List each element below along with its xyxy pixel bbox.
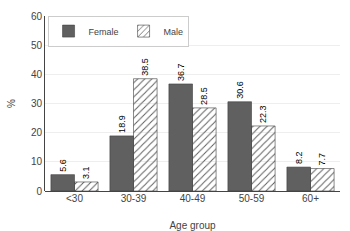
svg-text:30-39: 30-39 (121, 193, 147, 204)
svg-text:40: 40 (31, 69, 43, 80)
svg-text:8.2: 8.2 (294, 152, 304, 165)
svg-text:18.9: 18.9 (117, 115, 127, 133)
svg-text:Age group: Age group (169, 220, 216, 231)
svg-text:Male: Male (164, 27, 184, 37)
svg-text:28.5: 28.5 (199, 87, 209, 105)
svg-text:7.7: 7.7 (317, 153, 327, 166)
svg-text:30: 30 (31, 98, 43, 109)
svg-text:22.3: 22.3 (258, 105, 268, 123)
svg-text:5.6: 5.6 (58, 159, 68, 172)
svg-text:0: 0 (36, 186, 42, 197)
svg-text:3.1: 3.1 (81, 166, 91, 179)
svg-text:Female: Female (89, 27, 119, 37)
svg-text:38.5: 38.5 (140, 58, 150, 76)
svg-text:<30: <30 (66, 193, 83, 204)
svg-text:60+: 60+ (302, 193, 319, 204)
svg-text:30.6: 30.6 (235, 81, 245, 99)
svg-text:40-49: 40-49 (180, 193, 206, 204)
svg-text:36.7: 36.7 (176, 63, 186, 81)
svg-text:50: 50 (31, 40, 43, 51)
svg-text:60: 60 (31, 11, 43, 22)
svg-text:20: 20 (31, 127, 43, 138)
svg-text:10: 10 (31, 156, 43, 167)
svg-text:50-59: 50-59 (239, 193, 265, 204)
svg-text:%: % (6, 99, 17, 108)
